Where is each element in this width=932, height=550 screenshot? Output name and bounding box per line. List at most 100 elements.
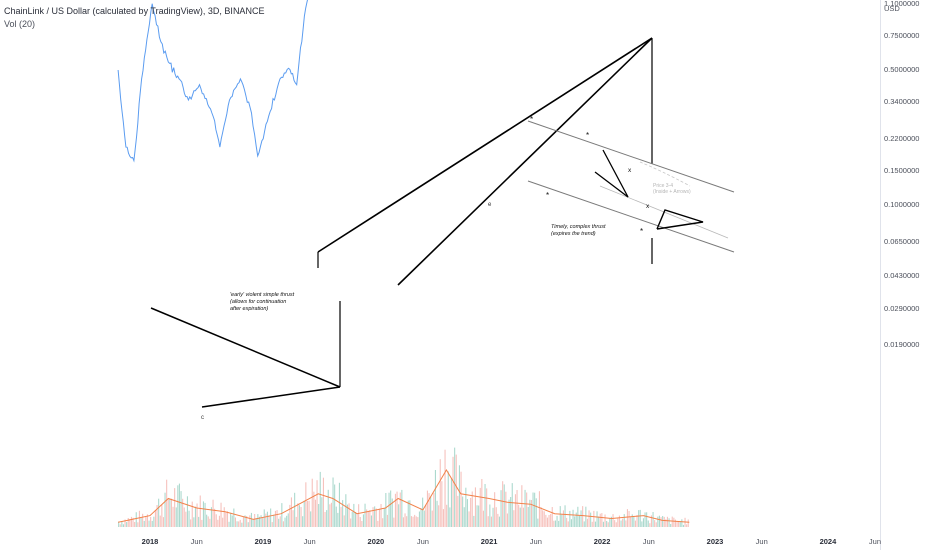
volume-bar	[402, 517, 404, 527]
price-axis-currency: USD	[884, 4, 900, 13]
time-tick-label: Jun	[868, 537, 882, 546]
volume-bar	[425, 504, 427, 527]
volume-bar	[583, 521, 585, 527]
volume-bar	[321, 497, 323, 527]
volume-bar	[393, 517, 395, 527]
volume-bar	[348, 503, 350, 527]
volume-bar	[337, 512, 339, 527]
volume-bar	[185, 511, 187, 527]
volume-bar	[574, 516, 576, 527]
volume-bar	[132, 517, 134, 527]
price-tick-label: 0.7500000	[884, 30, 920, 40]
volume-bar	[540, 507, 542, 527]
volume-bar	[426, 490, 428, 527]
volume-bar	[252, 518, 254, 527]
volume-bar	[638, 510, 640, 527]
time-tick-label: 2018	[141, 537, 159, 546]
volume-bar	[350, 518, 352, 527]
volume-bar	[313, 491, 315, 527]
volume-indicator-label: Vol (20)	[4, 19, 36, 29]
volume-bar	[230, 512, 232, 527]
time-axis[interactable]: 2018 Jun 2019 Jun 2020 Jun 2021 Jun 2022 Jun 2023 J…	[0, 530, 882, 550]
volume-bar	[570, 519, 572, 527]
volume-bar	[554, 520, 556, 527]
volume-bar	[492, 507, 494, 527]
volume-bar	[420, 508, 422, 527]
volume-bar	[290, 497, 292, 527]
price-tick-label: 0.0430000	[884, 271, 920, 281]
price-tick-label: 0.2200000	[884, 134, 920, 144]
triangle-upper-line	[150, 307, 341, 388]
volume-bar	[382, 518, 384, 527]
volume-bar	[220, 502, 222, 527]
volume-bar	[388, 492, 390, 527]
volume-bar	[578, 516, 580, 527]
volume-bar	[562, 510, 564, 527]
volume-bar	[660, 517, 662, 527]
volume-bar	[295, 516, 297, 527]
volume-bar	[436, 500, 438, 527]
volume-bar	[516, 490, 518, 527]
volume-bar	[556, 515, 558, 527]
price-tick-label: 1.1000000	[884, 0, 920, 8]
volume-bar	[682, 524, 684, 527]
volume-bar	[268, 515, 270, 527]
triangle-lower-line	[201, 386, 341, 408]
volume-bar	[655, 522, 657, 527]
volume-bar	[294, 492, 296, 527]
volume-bar	[658, 515, 660, 527]
volume-bar	[124, 519, 126, 527]
volume-bar	[434, 470, 436, 527]
volume-bar	[310, 511, 312, 527]
volume-bar	[249, 515, 251, 527]
volume-bar	[255, 518, 257, 527]
volume-bar	[647, 520, 649, 527]
volume-bar	[335, 506, 337, 527]
volume-bar	[274, 510, 276, 527]
volume-bar	[497, 513, 499, 527]
volume-bar	[226, 511, 228, 527]
volume-bar	[297, 503, 299, 527]
symbol-title: ChainLink / US Dollar (calculated by Tra…	[4, 6, 265, 16]
volume-bar	[623, 514, 625, 527]
volume-bar	[644, 512, 646, 527]
volume-bar	[511, 483, 513, 527]
time-tick-label: 2024	[819, 537, 837, 546]
time-tick-label: Jun	[755, 537, 768, 546]
volume-bar	[367, 510, 369, 527]
volume-bar	[292, 510, 294, 527]
volume-bar	[593, 510, 595, 527]
wave-label-x: x	[646, 203, 650, 210]
volume-bar	[529, 499, 531, 527]
volume-bar	[358, 504, 360, 527]
wave-marker-star: *	[546, 191, 549, 200]
volume-bar	[172, 506, 174, 527]
volume-bar	[559, 506, 561, 527]
volume-bar	[161, 504, 163, 527]
volume-bar	[532, 492, 534, 527]
volume-bar	[377, 520, 379, 527]
volume-bar	[588, 510, 590, 527]
volume-bar	[486, 488, 488, 527]
volume-bar	[353, 503, 355, 527]
volume-bar	[633, 516, 635, 527]
volume-bar	[169, 498, 171, 527]
volume-bar	[148, 520, 150, 527]
volume-bar	[334, 484, 336, 527]
volume-bar	[345, 494, 347, 527]
price-axis[interactable]: USD260.0000000170.0000000110.000000074.0…	[881, 0, 932, 550]
volume-bar	[460, 471, 462, 527]
volume-bar	[129, 519, 131, 527]
volume-bar	[602, 521, 604, 527]
volume-bar	[391, 498, 393, 527]
volume-bar	[454, 447, 456, 527]
volume-bar	[484, 484, 486, 527]
volume-bar	[354, 512, 356, 527]
volume-bar	[665, 519, 667, 527]
volume-bar	[398, 504, 400, 527]
volume-bar	[271, 522, 273, 527]
volume-bar	[438, 505, 440, 527]
volume-bar	[506, 513, 508, 527]
volume-bar	[545, 514, 547, 527]
volume-bar	[338, 482, 340, 527]
